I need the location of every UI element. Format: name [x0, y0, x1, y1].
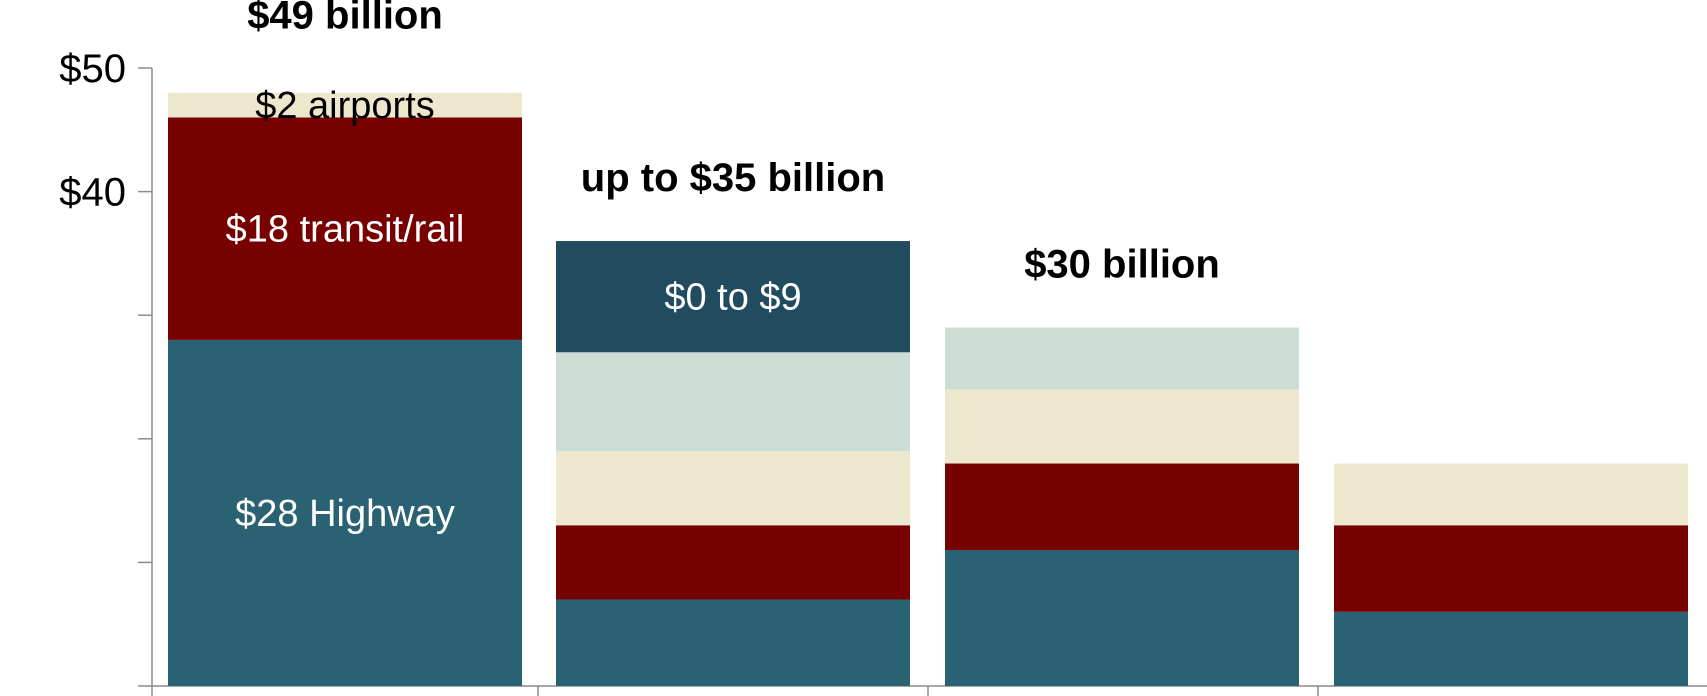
bar-segment — [168, 117, 522, 340]
segment-label: $28 Highway — [235, 493, 455, 535]
bar-segment — [1334, 525, 1688, 612]
bar-segment — [945, 463, 1299, 551]
bar-segment — [556, 241, 910, 353]
bar-segment — [1334, 611, 1688, 686]
segment-label: $18 transit/rail — [226, 209, 465, 251]
segment-label: $2 airports — [255, 85, 435, 127]
total-label: $30 billion — [1024, 243, 1220, 287]
y-tick-label: $40 — [59, 171, 126, 215]
bar-segment — [1334, 463, 1688, 526]
bar-segment — [556, 352, 910, 452]
total-label: up to $35 billion — [581, 156, 885, 200]
bar-segment — [945, 389, 1299, 464]
bars — [168, 92, 1688, 686]
bar-segment — [945, 327, 1299, 390]
labels: $28 Highway $18 transit/rail $2 airports $0… — [226, 0, 1220, 535]
bar-segment — [168, 339, 522, 686]
bar-segment — [556, 599, 910, 686]
bar-segment — [168, 92, 522, 118]
segment-label: $0 to $9 — [664, 277, 801, 319]
total-label: $49 billion — [247, 0, 443, 38]
bar-segment — [556, 451, 910, 526]
bar-segment — [556, 525, 910, 600]
bar-segment — [945, 550, 1299, 686]
y-tick-label: $50 — [59, 47, 126, 91]
